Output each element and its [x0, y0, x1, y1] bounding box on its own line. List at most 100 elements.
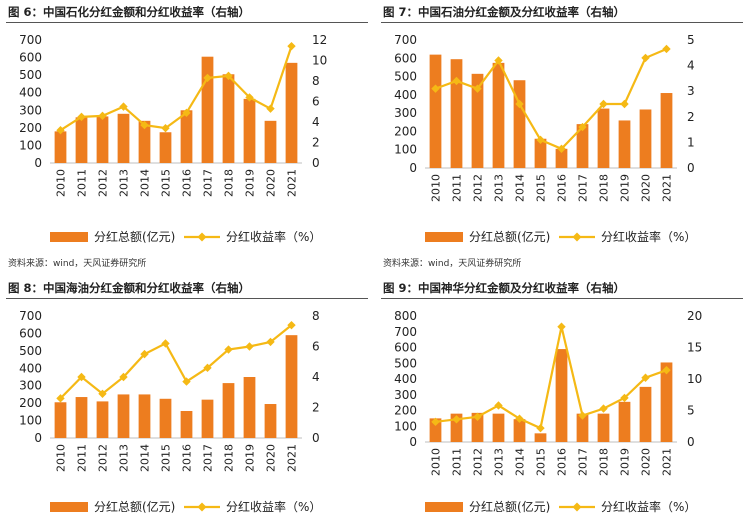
y-tick-label: 300 [394, 106, 417, 120]
line-point [473, 412, 482, 421]
y-tick-label: 500 [19, 344, 42, 358]
x-tick-label: 2010 [430, 448, 443, 476]
x-tick-label: 2012 [472, 448, 485, 476]
line-point [56, 126, 65, 135]
line-point [287, 41, 296, 51]
bar [138, 120, 151, 163]
line-point [557, 144, 566, 153]
x-tick-label: 2016 [181, 444, 194, 472]
bar [180, 110, 193, 163]
bar [492, 413, 505, 442]
chart-title: 图 6：中国石化分红金额和分红收益率（右轴） [6, 2, 368, 23]
x-tick-label: 2010 [55, 444, 68, 472]
legend-label-line: 分红收益率（%） [601, 229, 696, 244]
line-point [578, 122, 587, 132]
line-point [536, 423, 545, 433]
x-tick-label: 2012 [472, 174, 485, 202]
x-tick-label: 2021 [661, 448, 674, 476]
bar [243, 98, 256, 163]
x-tick-label: 2015 [535, 448, 548, 476]
line-point [161, 123, 170, 133]
y-tick-label: 100 [394, 419, 417, 433]
line-point [140, 349, 149, 359]
bar [201, 399, 214, 438]
y2-tick-label: 10 [687, 372, 702, 386]
bar [201, 56, 214, 163]
y2-tick-label: 4 [312, 370, 320, 384]
legend-label-bar: 分红总额(亿元) [469, 499, 550, 514]
line-point [620, 393, 629, 403]
legend-label-line: 分红收益率（%） [601, 499, 696, 514]
line-point [119, 102, 128, 111]
y2-tick-label: 0 [687, 435, 695, 449]
legend-marker [197, 502, 207, 512]
bar [492, 62, 505, 168]
line-point [452, 76, 461, 86]
x-tick-label: 2015 [160, 169, 173, 197]
y-tick-label: 200 [394, 404, 417, 418]
y2-tick-label: 2 [687, 110, 695, 124]
series-line [59, 45, 293, 132]
y2-tick-label: 1 [687, 135, 695, 149]
bar [660, 362, 673, 442]
chart-title: 图 8：中国海油分红金额和分红收益率（右轴） [6, 278, 368, 299]
bar [534, 138, 547, 168]
chart-svg: 0 100 200 300 400 500 600 700 0 2 4 6 8 10 12 2010 2011 2… [19, 33, 327, 244]
bar [555, 349, 568, 442]
x-tick-label: 2014 [139, 444, 152, 472]
x-tick-label: 2020 [265, 169, 278, 197]
line-point [203, 73, 212, 83]
line-point [266, 104, 275, 113]
x-tick-label: 2012 [97, 444, 110, 472]
x-tick-label: 2016 [556, 174, 569, 202]
line-point [578, 411, 587, 420]
series-line [59, 324, 293, 400]
chart-panel-4: 图 9：中国神华分红金额及分红收益率（右轴） 0 100 200 300 400 500 6… [381, 278, 743, 522]
chart-svg: 0 100 200 300 400 500 600 700 0 1 2 3 4 5 2010 2011 2012… [394, 33, 696, 244]
bar [450, 413, 463, 442]
legend-swatch-bar [50, 502, 88, 512]
line-point [224, 345, 233, 354]
x-tick-label: 2021 [661, 174, 674, 202]
y-tick-label: 500 [394, 70, 417, 84]
legend-swatch-bar [425, 232, 463, 242]
line-point [266, 337, 275, 347]
bar [75, 117, 88, 163]
series-line [435, 47, 667, 151]
x-tick-label: 2014 [514, 448, 527, 476]
bar [450, 59, 463, 169]
y2-tick-label: 0 [687, 161, 695, 175]
x-tick-label: 2019 [619, 448, 632, 476]
line-point [662, 44, 671, 54]
y-tick-label: 100 [394, 143, 417, 157]
x-tick-label: 2019 [619, 174, 632, 202]
y2-tick-label: 8 [312, 74, 320, 88]
y-tick-label: 700 [19, 33, 42, 47]
x-tick-label: 2020 [640, 448, 653, 476]
line-point [620, 99, 629, 109]
y-tick-label: 300 [394, 388, 417, 402]
bar [429, 418, 442, 442]
bar [471, 73, 484, 168]
source-note: 资料来源：wind，天风证券研究所 [8, 259, 147, 269]
line-point [494, 401, 503, 410]
chart-panel-2: 图 7：中国石油分红金额及分红收益率（右轴） 0 100 200 300 400 500 6… [381, 2, 743, 252]
bar [264, 404, 277, 438]
line-point [203, 363, 212, 373]
y-tick-label: 400 [19, 361, 42, 375]
bar [471, 412, 484, 442]
y2-tick-label: 0 [312, 431, 320, 445]
y2-tick-label: 6 [312, 340, 320, 354]
bar [618, 401, 631, 442]
legend-label-bar: 分红总额(亿元) [469, 229, 550, 244]
y-tick-label: 300 [19, 379, 42, 393]
bar [243, 377, 256, 438]
x-tick-label: 2010 [55, 169, 68, 197]
y-tick-label: 0 [409, 435, 417, 449]
bar [660, 93, 673, 168]
y2-tick-label: 6 [312, 95, 320, 109]
y2-tick-label: 3 [687, 84, 695, 98]
line-point [182, 377, 191, 386]
y-tick-label: 0 [409, 161, 417, 175]
y-tick-label: 600 [19, 51, 42, 65]
